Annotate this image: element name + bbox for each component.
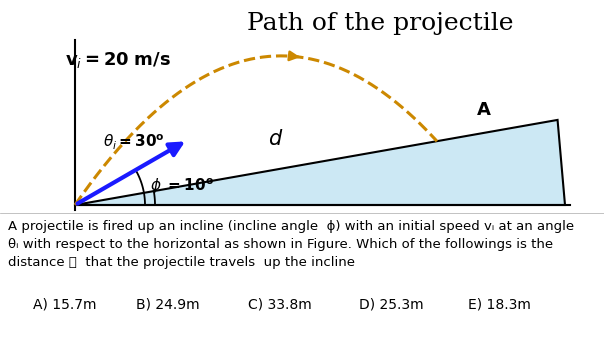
Text: $\mathbf{v}_{i}\mathbf{=20\ m/s}$: $\mathbf{v}_{i}\mathbf{=20\ m/s}$: [65, 50, 171, 70]
Text: $d$: $d$: [268, 129, 284, 149]
Text: distance 𝑑  that the projectile travels  up the incline: distance 𝑑 that the projectile travels u…: [8, 256, 355, 269]
Text: B) 24.9m: B) 24.9m: [136, 298, 199, 312]
Text: $\mathbf{A}$: $\mathbf{A}$: [476, 101, 492, 119]
Text: Path of the projectile: Path of the projectile: [247, 12, 513, 35]
Text: θᵢ with respect to the horizontal as shown in Figure. Which of the followings is: θᵢ with respect to the horizontal as sho…: [8, 238, 553, 251]
Text: A) 15.7m: A) 15.7m: [33, 298, 97, 312]
Text: $\phi\ \mathbf{=10^o}$: $\phi\ \mathbf{=10^o}$: [150, 176, 214, 196]
Text: D) 25.3m: D) 25.3m: [359, 298, 424, 312]
Text: A projectile is fired up an incline (incline angle  ϕ) with an initial speed vᵢ : A projectile is fired up an incline (inc…: [8, 220, 574, 233]
Text: $\theta_{i}\mathbf{=30^o}$: $\theta_{i}\mathbf{=30^o}$: [103, 132, 165, 152]
Text: C) 33.8m: C) 33.8m: [248, 298, 312, 312]
Text: E) 18.3m: E) 18.3m: [468, 298, 531, 312]
Polygon shape: [75, 120, 565, 205]
